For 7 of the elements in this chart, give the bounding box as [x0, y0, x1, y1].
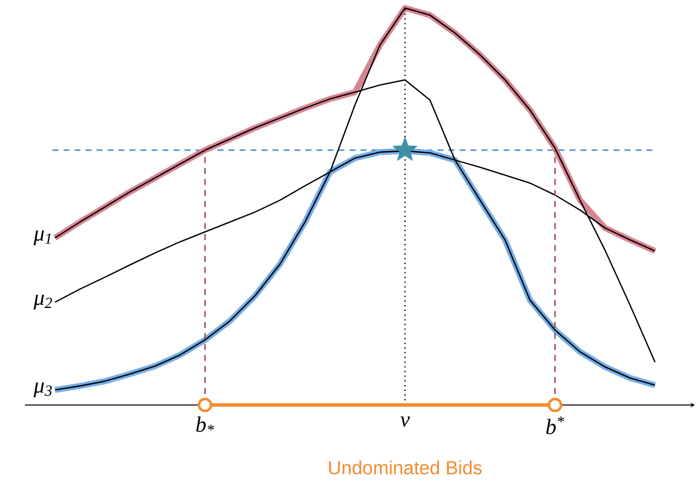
- text: Undominated Bids: [329, 460, 482, 474]
- series-label: μ$_{1}$: [34, 230, 51, 246]
- series-label: μ$_{2}$: [34, 294, 52, 310]
- x-tick-label: v: [400, 416, 410, 427]
- x-tick-label: b$^{*}$: [546, 416, 564, 434]
- series-label: μ$_{3}$: [34, 382, 52, 398]
- x-tick-label: b$_{*}$: [196, 416, 214, 432]
